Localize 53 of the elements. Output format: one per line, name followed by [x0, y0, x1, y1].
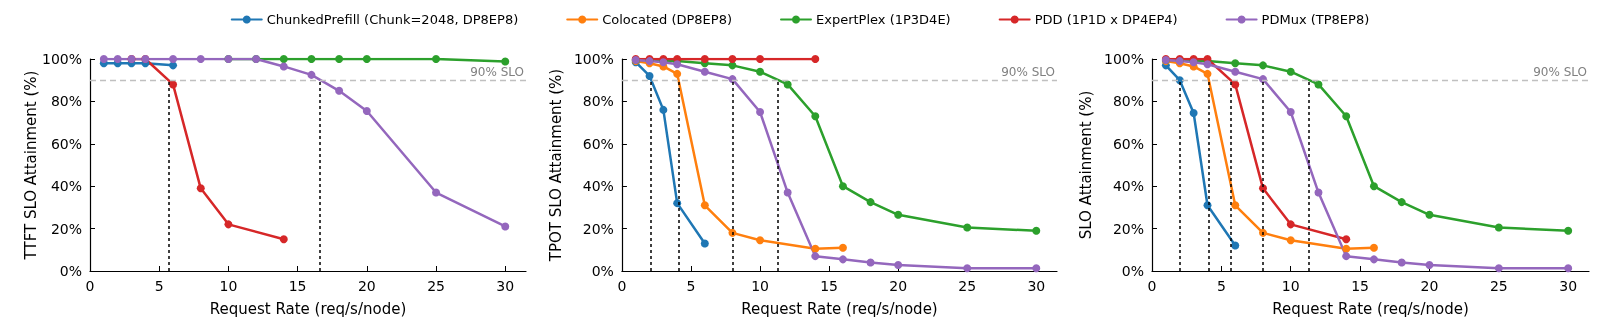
y-tick-label: 40%	[1112, 178, 1144, 195]
ref-line-label: 90% SLO	[1001, 65, 1055, 80]
x-tick-label: 30	[496, 278, 515, 294]
y-tick-label: 20%	[1112, 220, 1144, 237]
x-tick-label: 30	[1027, 278, 1046, 294]
x-tick-label: 10	[751, 278, 769, 294]
y-tick-label: 0%	[591, 263, 614, 279]
x-tick-label: 0	[617, 278, 627, 294]
y-axis-title: TPOT SLO Attainment (%)	[546, 68, 565, 263]
y-tick-label: 100%	[1103, 51, 1144, 67]
x-tick-label: 10	[1281, 278, 1300, 294]
x-tick-label: 5	[1216, 278, 1226, 294]
x-tick-label: 0	[85, 278, 95, 294]
x-tick-label: 20	[357, 278, 376, 294]
y-tick-label: 60%	[1112, 135, 1144, 152]
legend-label: PDD (1P1D x DP4EP4)	[1034, 12, 1178, 27]
x-tick-label: 5	[154, 278, 164, 294]
y-tick-label: 80%	[582, 93, 614, 110]
y-tick-label: 100%	[41, 51, 82, 67]
x-tick-label: 10	[219, 278, 238, 294]
x-tick-label: 25	[958, 278, 977, 294]
x-tick-label: 20	[889, 278, 908, 294]
ref-line-label: 90% SLO	[1533, 65, 1587, 80]
legend-label: PDMux (TP8EP8)	[1261, 12, 1370, 27]
x-tick-label: 30	[1559, 278, 1578, 294]
legend-label: ExpertPlex (1P3D4E)	[816, 12, 951, 27]
legend-label: Colocated (DP8EP8)	[602, 12, 733, 27]
y-axis-title: SLO Attainment (%)	[1076, 90, 1095, 240]
x-axis-title: Request Rate (req/s/node)	[741, 299, 938, 318]
y-tick-label: 20%	[582, 220, 614, 237]
x-axis-title: Request Rate (req/s/node)	[1272, 299, 1469, 318]
y-tick-label: 100%	[573, 51, 614, 67]
x-tick-label: 0	[1147, 278, 1157, 294]
x-axis-title: Request Rate (req/s/node)	[209, 299, 407, 318]
x-tick-label: 15	[1351, 278, 1370, 294]
y-axis-title: TTFT SLO Attainment (%)	[21, 70, 40, 261]
y-tick-label: 60%	[50, 135, 82, 152]
x-tick-label: 5	[686, 278, 696, 294]
x-tick-label: 15	[288, 278, 307, 294]
y-tick-label: 40%	[582, 178, 614, 195]
y-tick-label: 80%	[1112, 93, 1144, 110]
y-tick-label: 0%	[59, 263, 82, 279]
x-tick-label: 25	[1489, 278, 1508, 294]
y-tick-label: 40%	[50, 178, 82, 195]
y-tick-label: 20%	[50, 220, 82, 237]
x-tick-label: 25	[427, 278, 445, 294]
legend-label: ChunkedPrefill (Chunk=2048, DP8EP8)	[266, 12, 519, 27]
x-tick-label: 15	[820, 278, 839, 294]
x-tick-label: 20	[1420, 278, 1439, 294]
ref-line-label: 90% SLO	[470, 65, 524, 80]
y-tick-label: 0%	[1121, 263, 1144, 279]
y-tick-label: 80%	[50, 93, 82, 110]
y-tick-label: 60%	[582, 135, 614, 152]
